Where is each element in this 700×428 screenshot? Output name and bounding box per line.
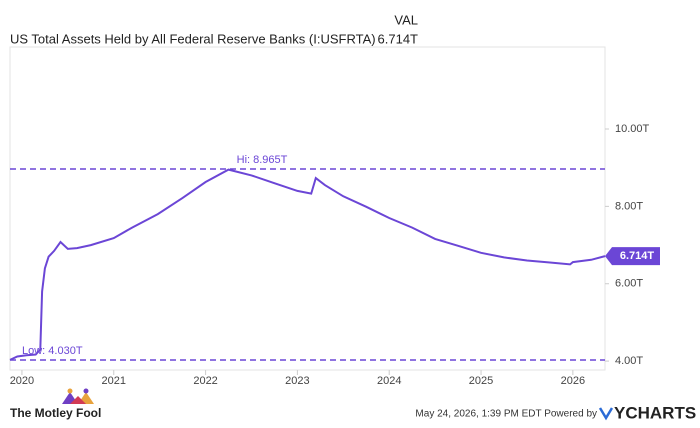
x-tick-label: 2022 <box>193 375 217 387</box>
date-note: May 24, 2026, 1:39 PM EDT Powered by <box>415 409 597 420</box>
header-value: 6.714T <box>378 31 419 46</box>
brand-left: The Motley Fool <box>10 406 101 420</box>
x-tick-label: 2024 <box>377 375 401 387</box>
x-tick-label: 2020 <box>10 375 34 387</box>
last-value-badge <box>605 247 660 266</box>
y-tick-label: 6.00T <box>615 278 643 290</box>
series-line <box>9 168 606 361</box>
ycharts-icon <box>598 407 614 421</box>
y-tick-label: 10.00T <box>615 123 650 135</box>
y-tick-label: 8.00T <box>615 200 643 212</box>
x-tick-label: 2026 <box>561 375 585 387</box>
value-header: VAL <box>394 12 418 27</box>
fool-logo <box>62 388 94 404</box>
x-tick-label: 2025 <box>469 375 493 387</box>
reference-label: Hi: 8.965T <box>237 154 288 166</box>
brand-right: YCHARTS <box>614 403 696 422</box>
plot-frame <box>9 46 606 371</box>
x-tick-label: 2023 <box>285 375 309 387</box>
y-tick-label: 4.00T <box>615 355 643 367</box>
last-value-label: 6.714T <box>620 250 655 262</box>
chart-title: US Total Assets Held by All Federal Rese… <box>10 31 376 46</box>
x-tick-label: 2021 <box>102 375 126 387</box>
